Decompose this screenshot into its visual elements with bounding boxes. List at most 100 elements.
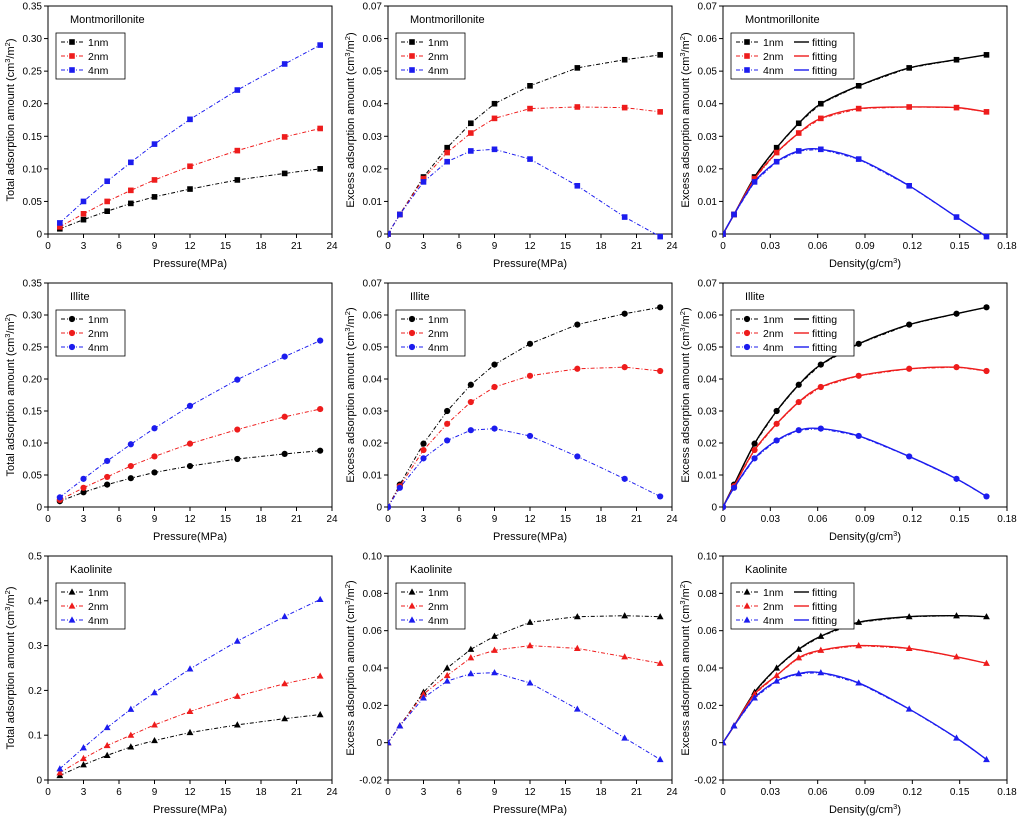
series-1nm: [56, 710, 324, 779]
data-point-4nm: [104, 457, 111, 465]
data-point-2nm: [795, 130, 802, 136]
data-point-4nm: [905, 705, 913, 712]
data-point-2nm: [573, 644, 581, 651]
data-point-2nm: [151, 453, 158, 460]
legend-marker-1nm: [744, 39, 750, 45]
data-point-1nm: [817, 632, 825, 639]
x-tick-label: 0.03: [761, 514, 781, 525]
chart-panel-2: 0 3 6 9 12 15 18 21 24 0 0.01 0.02 0.03 0.04 0.05 0.06 0…: [343, 2, 678, 271]
data-point-4nm: [316, 595, 324, 603]
data-point-2nm: [491, 115, 498, 122]
y-tick-label: 0.06: [363, 311, 383, 322]
x-tick-label: 0.18: [997, 787, 1017, 798]
legend-label-2nm: 2nm: [88, 51, 109, 63]
x-tick-label: 0.09: [855, 241, 875, 252]
y-tick-label: 0.02: [698, 701, 718, 712]
data-point-2nm: [621, 104, 628, 111]
data-point-1nm: [751, 440, 758, 447]
data-point-1nm: [657, 304, 664, 311]
chart-panel-7: 0 3 6 9 12 15 18 21 24 0 0.1 0.2 0.3 0.4 0.5 Pressure(M…: [3, 552, 338, 817]
series-1nm: [723, 612, 990, 746]
legend-marker-4nm: [68, 616, 76, 623]
data-point-2nm: [80, 754, 87, 762]
data-point-2nm: [953, 653, 960, 660]
data-point-4nm: [817, 669, 825, 676]
series-4nm: [56, 595, 324, 772]
x-tick-label: 3: [81, 787, 87, 798]
chart-panel-6: 0 0.03 0.06 0.09 0.12 0.15 0.18 0 0.01 0.02 0.03 0.…: [678, 279, 1017, 544]
data-point-1nm: [906, 65, 912, 71]
data-point-1nm: [444, 407, 451, 415]
data-point-4nm: [151, 141, 158, 147]
data-point-4nm: [281, 612, 289, 620]
data-point-4nm: [397, 211, 403, 218]
data-point-2nm: [233, 692, 241, 699]
data-point-4nm: [723, 739, 727, 746]
y-tick-label: 0.07: [363, 279, 383, 290]
data-point-2nm: [527, 105, 533, 112]
data-point-2nm: [103, 741, 111, 749]
x-tick-label: 21: [631, 241, 643, 252]
legend-label-1nm: 1nm: [88, 587, 109, 599]
x-tick-label: 0: [45, 241, 51, 252]
data-point-1nm: [953, 612, 960, 619]
x-tick-label: 15: [220, 241, 232, 252]
y-axis-label: Excess adsorption amount (cm3/m2): [343, 580, 357, 755]
data-point-2nm: [80, 484, 87, 491]
y-tick-label: -0.02: [694, 776, 717, 787]
legend-label-2nm: 2nm: [428, 328, 449, 340]
x-tick-label: 0.09: [855, 514, 875, 525]
data-point-4nm: [723, 231, 726, 237]
x-tick-label: 12: [184, 514, 196, 525]
data-point-4nm: [420, 455, 427, 462]
data-point-4nm: [657, 493, 664, 500]
fit-curve-1nm: [723, 306, 987, 508]
series-4nm: [723, 669, 990, 763]
y-tick-label: 0.20: [23, 99, 43, 110]
y-tick-label: 0.08: [698, 589, 718, 600]
legend: 1nm 2nm 4nm: [55, 309, 126, 357]
chart-panel-5: 0 3 6 9 12 15 18 21 24 0 0.01 0.02 0.03 0.04 0.05 0.06 0…: [343, 279, 678, 544]
legend-label-4nm: 4nm: [428, 615, 449, 627]
data-point-4nm: [953, 214, 960, 220]
data-point-2nm: [526, 642, 534, 649]
data-point-1nm: [905, 613, 913, 620]
data-point-4nm: [396, 722, 404, 729]
data-point-2nm: [443, 671, 451, 679]
legend-label-1nm: 1nm: [763, 587, 784, 599]
data-point-2nm: [751, 446, 758, 454]
data-point-2nm: [317, 125, 323, 132]
data-point-1nm: [281, 170, 288, 177]
legend-label-4nm: 4nm: [88, 65, 109, 77]
y-axis-label: Total adsorption amount (cm3/m2): [3, 38, 17, 201]
data-point-2nm: [574, 104, 581, 110]
data-point-2nm: [906, 365, 913, 372]
data-point-4nm: [751, 694, 758, 701]
data-point-2nm: [468, 130, 474, 136]
x-tick-label: 24: [666, 787, 678, 798]
legend: 1nm 2nm 4nm: [395, 309, 466, 357]
x-tick-label: 0: [385, 241, 391, 252]
series-line-1nm: [388, 615, 661, 743]
data-point-4nm: [795, 427, 802, 434]
series-line-2nm: [723, 366, 987, 508]
data-point-4nm: [186, 665, 194, 672]
x-tick-label: 18: [255, 787, 267, 798]
series-1nm: [723, 52, 990, 237]
y-tick-label: 0.5: [28, 552, 42, 563]
data-point-2nm: [281, 413, 288, 420]
data-point-4nm: [467, 670, 475, 677]
x-tick-label: 0.03: [761, 241, 781, 252]
series-line-1nm: [723, 615, 987, 743]
chart-panel-8: 0 3 6 9 12 15 18 21 24-0.0200.020.040.060.080.10…: [343, 552, 678, 817]
x-tick-label: 0.15: [950, 241, 970, 252]
legend-marker-2nm: [408, 602, 416, 609]
data-point-1nm: [467, 645, 475, 652]
data-point-1nm: [151, 194, 158, 200]
y-tick-label: 0: [376, 503, 382, 514]
data-point-4nm: [621, 734, 629, 741]
y-tick-label: 0.05: [698, 67, 718, 78]
y-tick-label: 0.05: [23, 197, 43, 208]
data-point-1nm: [186, 728, 194, 736]
